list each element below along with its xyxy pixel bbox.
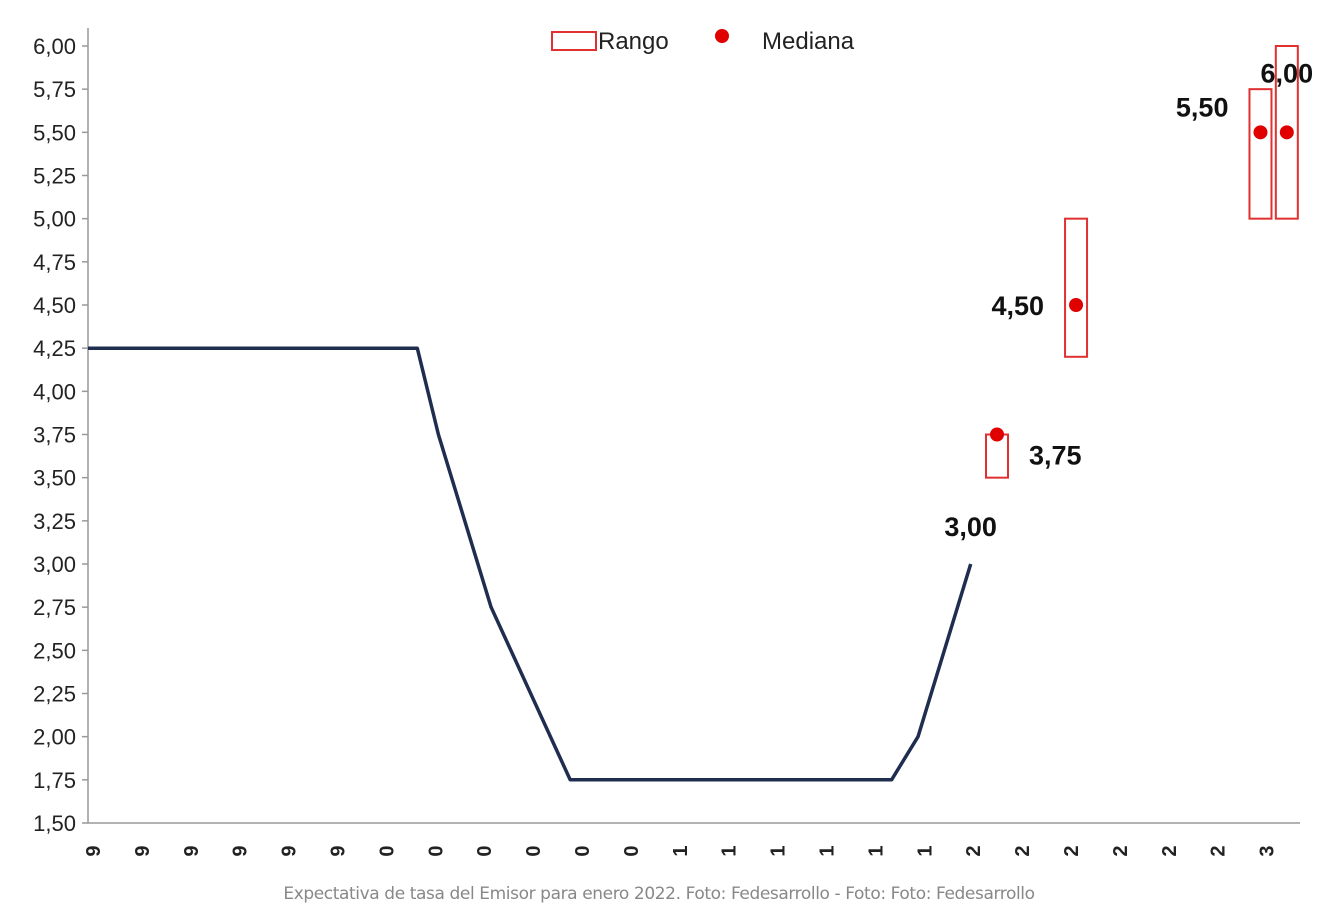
x-tick-label: 2	[1159, 845, 1181, 856]
y-tick-label: 4,50	[33, 293, 76, 318]
x-tick-label: 0	[425, 845, 447, 856]
y-tick-label: 5,50	[33, 120, 76, 145]
y-tick-label: 5,25	[33, 164, 76, 189]
y-tick-label: 2,00	[33, 725, 76, 750]
x-tick-label: 9	[230, 845, 252, 856]
y-tick-label: 2,75	[33, 595, 76, 620]
legend: Rango Mediana	[551, 28, 855, 55]
axes	[87, 28, 1300, 824]
x-tick-label: 0	[572, 845, 594, 856]
x-tick-label: 0	[474, 845, 496, 856]
x-tick-label: 3	[1257, 845, 1279, 856]
y-tick-label: 6,00	[33, 34, 76, 59]
end-value-label: 3,00	[944, 512, 997, 542]
x-tick-label: 1	[817, 845, 839, 856]
range-box	[1248, 88, 1273, 220]
expectation-ranges: 3,75 4,50 5,50 6,00	[985, 45, 1314, 479]
x-tick-label: 9	[132, 845, 154, 856]
range-value-label: 6,00	[1261, 58, 1314, 88]
x-tick-label: 2	[1061, 845, 1083, 856]
x-tick-label: 1	[865, 845, 887, 856]
x-tick-label: 2	[1110, 845, 1132, 856]
x-tick-label: 9	[328, 845, 350, 856]
y-tick-label: 3,50	[33, 466, 76, 491]
y-tick-label: 4,25	[33, 336, 76, 361]
x-tick-label: 0	[376, 845, 398, 856]
median-marker	[1069, 298, 1084, 312]
policy-rate-line	[88, 346, 973, 782]
y-axis-ticks: 1,50 1,75 2,00 2,25 2,50 2,75 3,00 3,25 3,50 3,75…	[33, 34, 88, 836]
x-tick-label: 0	[621, 845, 643, 856]
median-marker	[1253, 125, 1268, 140]
y-tick-label: 2,25	[33, 682, 76, 707]
x-axis-ticks: 9 9 9 9 9 9 0 0 0 0 0 0 1 1 1 1 1 1 2 2 2 2 2 2 3	[83, 845, 1279, 856]
range-value-label: 3,75	[1029, 441, 1082, 471]
x-tick-label: 2	[1012, 845, 1034, 856]
y-tick-label: 4,75	[33, 250, 76, 275]
x-tick-label: 0	[523, 845, 545, 856]
x-tick-label: 9	[83, 845, 105, 856]
range-value-label: 4,50	[991, 291, 1044, 321]
x-tick-label: 2	[963, 845, 985, 856]
legend-median-marker	[715, 29, 729, 43]
y-tick-label: 1,50	[33, 811, 76, 836]
range-box	[1064, 217, 1089, 358]
y-tick-label: 5,00	[33, 207, 76, 232]
y-tick-label: 2,50	[33, 638, 76, 663]
range-box	[1274, 45, 1299, 220]
range-value-label: 5,50	[1176, 92, 1229, 122]
median-marker	[1279, 125, 1294, 140]
legend-median-label: Mediana	[762, 28, 855, 55]
image-caption: Expectativa de tasa del Emisor para ener…	[283, 884, 1035, 904]
y-tick-label: 3,25	[33, 509, 76, 534]
x-tick-label: 1	[670, 845, 692, 856]
y-tick-label: 5,75	[33, 77, 76, 102]
x-tick-label: 1	[719, 845, 741, 856]
y-tick-label: 3,75	[33, 423, 76, 448]
median-marker	[990, 427, 1004, 442]
y-tick-label: 1,75	[33, 768, 76, 793]
y-tick-label: 3,00	[33, 552, 76, 577]
y-tick-label: 4,00	[33, 379, 76, 404]
x-tick-label: 9	[279, 845, 301, 856]
policy-rate-series: 3,00	[88, 346, 997, 782]
x-tick-label: 1	[768, 845, 790, 856]
x-tick-label: 2	[1208, 845, 1230, 856]
legend-range-swatch	[551, 31, 597, 51]
x-tick-label: 9	[181, 845, 203, 856]
rate-chart: 1,50 1,75 2,00 2,25 2,50 2,75 3,00 3,25 3,50 3,75…	[33, 28, 1314, 857]
legend-range-label: Rango	[598, 28, 669, 55]
x-tick-label: 1	[914, 845, 936, 856]
